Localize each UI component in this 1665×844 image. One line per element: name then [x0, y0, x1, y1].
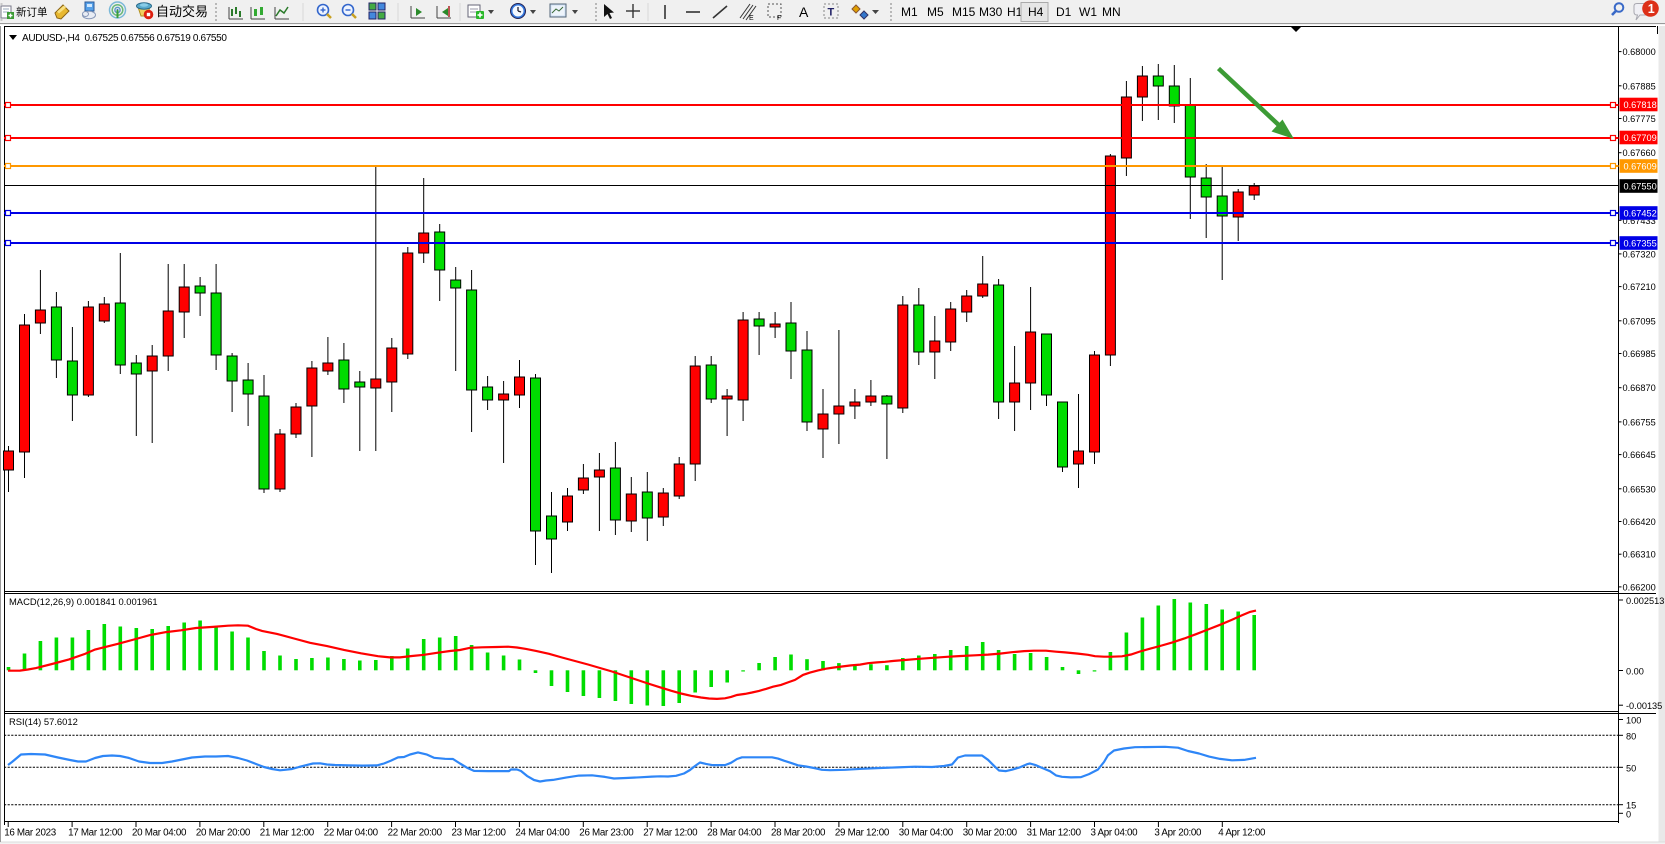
svg-text:0.66530: 0.66530	[1623, 484, 1656, 494]
svg-text:0.66645: 0.66645	[1623, 450, 1656, 460]
svg-text:31 Mar 12:00: 31 Mar 12:00	[1027, 828, 1082, 839]
svg-text:H1: H1	[1007, 5, 1023, 19]
svg-text:50: 50	[1626, 763, 1636, 773]
svg-text:0.67320: 0.67320	[1623, 249, 1656, 259]
svg-text:0.67885: 0.67885	[1623, 81, 1656, 91]
svg-text:0.00: 0.00	[1626, 667, 1644, 677]
svg-text:AUDUSD-,H4 0.67525 0.67556 0.: AUDUSD-,H4 0.67525 0.67556 0.67519 0.675…	[22, 33, 227, 44]
svg-text:0.002513: 0.002513	[1626, 596, 1664, 606]
svg-text:0.67709: 0.67709	[1624, 133, 1657, 143]
svg-text:26 Mar 23:00: 26 Mar 23:00	[579, 828, 634, 839]
svg-text:0.66755: 0.66755	[1623, 417, 1656, 427]
svg-text:20 Mar 20:00: 20 Mar 20:00	[196, 828, 251, 839]
svg-text:0.66200: 0.66200	[1623, 582, 1656, 592]
svg-text:0.67818: 0.67818	[1624, 100, 1657, 110]
svg-text:29 Mar 12:00: 29 Mar 12:00	[835, 828, 890, 839]
svg-text:自动交易: 自动交易	[156, 4, 208, 19]
svg-text:3 Apr 04:00: 3 Apr 04:00	[1091, 828, 1139, 839]
svg-text:0.67550: 0.67550	[1624, 182, 1657, 192]
svg-text:MACD(12,26,9) 0.001841 0.00196: MACD(12,26,9) 0.001841 0.001961	[9, 596, 158, 607]
svg-text:15: 15	[1626, 801, 1636, 811]
svg-text:-0.00135: -0.00135	[1626, 701, 1662, 711]
svg-text:RSI(14) 57.6012: RSI(14) 57.6012	[9, 716, 78, 727]
svg-text:MN: MN	[1102, 5, 1121, 19]
svg-text:23 Mar 12:00: 23 Mar 12:00	[452, 828, 507, 839]
svg-text:新订单: 新订单	[16, 6, 48, 19]
svg-text:M30: M30	[979, 5, 1003, 19]
svg-text:0.67452: 0.67452	[1624, 209, 1657, 219]
svg-text:0.66420: 0.66420	[1623, 517, 1656, 527]
svg-text:21 Mar 12:00: 21 Mar 12:00	[260, 828, 315, 839]
svg-text:0.67095: 0.67095	[1623, 316, 1656, 326]
svg-text:0.66870: 0.66870	[1623, 383, 1656, 393]
svg-text:22 Mar 20:00: 22 Mar 20:00	[388, 828, 443, 839]
svg-text:0.67660: 0.67660	[1623, 148, 1656, 158]
svg-text:27 Mar 12:00: 27 Mar 12:00	[643, 828, 698, 839]
svg-text:30 Mar 20:00: 30 Mar 20:00	[963, 828, 1018, 839]
svg-text:17 Mar 12:00: 17 Mar 12:00	[68, 828, 123, 839]
svg-text:M15: M15	[952, 5, 976, 19]
svg-text:0.66985: 0.66985	[1623, 349, 1656, 359]
svg-text:3 Apr 20:00: 3 Apr 20:00	[1154, 828, 1202, 839]
svg-text:M5: M5	[927, 5, 944, 19]
svg-text:4 Apr 12:00: 4 Apr 12:00	[1218, 828, 1266, 839]
svg-text:0.68000: 0.68000	[1623, 47, 1656, 57]
svg-text:A: A	[799, 4, 809, 20]
svg-text:D1: D1	[1056, 5, 1072, 19]
svg-text:M1: M1	[901, 5, 918, 19]
svg-text:28 Mar 04:00: 28 Mar 04:00	[707, 828, 762, 839]
svg-text:100: 100	[1626, 716, 1641, 726]
svg-text:0.67210: 0.67210	[1623, 282, 1656, 292]
svg-text:0.66310: 0.66310	[1623, 550, 1656, 560]
svg-text:0.67355: 0.67355	[1624, 239, 1657, 249]
svg-text:80: 80	[1626, 731, 1636, 741]
svg-text:28 Mar 20:00: 28 Mar 20:00	[771, 828, 826, 839]
svg-text:1: 1	[1648, 2, 1655, 16]
svg-text:22 Mar 04:00: 22 Mar 04:00	[324, 828, 379, 839]
svg-text:30 Mar 04:00: 30 Mar 04:00	[899, 828, 954, 839]
svg-text:0.67433: 0.67433	[1623, 216, 1656, 226]
svg-text:0.67609: 0.67609	[1624, 162, 1657, 172]
svg-text:T: T	[828, 7, 835, 19]
svg-text:16 Mar 2023: 16 Mar 2023	[4, 828, 57, 839]
svg-text:W1: W1	[1079, 5, 1097, 19]
svg-text:H4: H4	[1028, 5, 1044, 19]
svg-text:0: 0	[1626, 809, 1631, 819]
svg-text:F: F	[777, 15, 781, 22]
svg-text:E: E	[749, 15, 754, 22]
svg-text:20 Mar 04:00: 20 Mar 04:00	[132, 828, 187, 839]
svg-text:24 Mar 04:00: 24 Mar 04:00	[515, 828, 570, 839]
svg-text:0.67775: 0.67775	[1623, 114, 1656, 124]
